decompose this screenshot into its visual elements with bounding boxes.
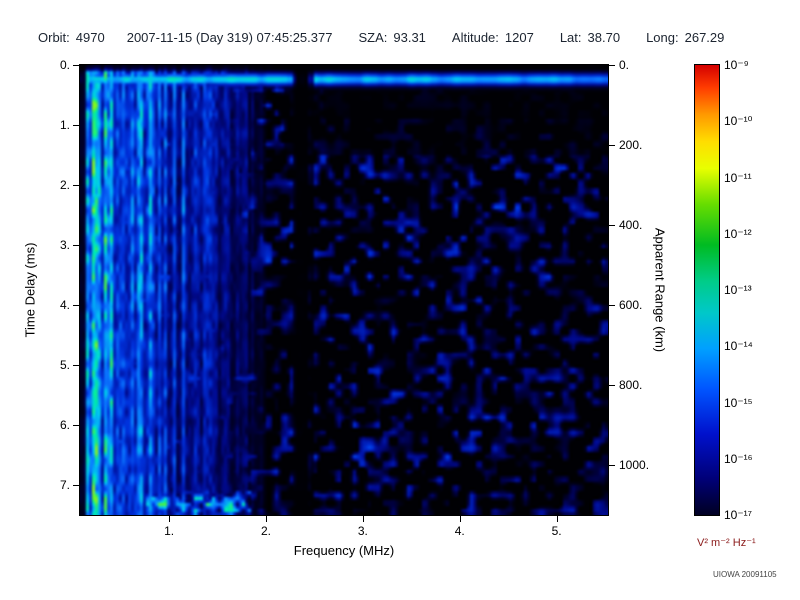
y-left-tick-label: 5.	[59, 358, 70, 372]
y-left-tick-label: 1.	[59, 118, 70, 132]
y-right-tick-label: 200.	[619, 138, 643, 152]
y-left-tick-mark	[73, 485, 79, 486]
x-tick-label: 3.	[357, 524, 368, 538]
spectrogram-canvas	[79, 64, 609, 516]
long-value: 267.29	[684, 30, 725, 45]
y-right-tick-label: 1000.	[619, 458, 650, 472]
altitude-label: Altitude:	[451, 30, 499, 45]
x-tick-label: 2.	[260, 524, 271, 538]
y-axis-label-left: Time Delay (ms)	[22, 242, 38, 338]
colorbar-tick-label: 10⁻¹³	[724, 283, 752, 297]
x-tick-label: 1.	[164, 524, 175, 538]
colorbar-tick-label: 10⁻¹⁵	[724, 395, 753, 410]
datetime-value: 2007-11-15 (Day 319) 07:45:25.377	[126, 30, 333, 45]
colorbar-tick-label: 10⁻¹⁴	[724, 339, 753, 354]
y-right-tick-mark	[609, 465, 615, 466]
colorbar-tick-label: 10⁻⁹	[724, 58, 749, 72]
y-right-tick-mark	[609, 225, 615, 226]
watermark: UIOWA 20091105	[713, 570, 777, 579]
x-axis-label: Frequency (MHz)	[293, 543, 395, 558]
x-tick-mark	[266, 516, 267, 522]
x-tick-mark	[459, 516, 461, 522]
y-left-tick-label: 7.	[59, 478, 70, 492]
y-left-tick-label: 2.	[59, 178, 70, 192]
orbit-value: 4970	[75, 30, 105, 45]
colorbar	[694, 64, 720, 516]
sza-value: 93.31	[393, 30, 426, 45]
colorbar-tick-label: 10⁻¹¹	[724, 170, 752, 185]
y-right-tick-mark	[609, 385, 615, 386]
y-left-tick-mark	[73, 425, 79, 426]
x-tick-label: 5.	[551, 524, 562, 538]
y-right-tick-mark	[609, 145, 615, 146]
x-tick-mark	[556, 516, 558, 522]
altitude-value: 1207	[504, 30, 534, 45]
y-right-tick-label: 400.	[619, 218, 643, 232]
y-left-tick-mark	[73, 365, 79, 366]
x-tick-mark	[169, 516, 171, 522]
sza-label: SZA:	[358, 30, 388, 45]
y-right-tick-label: 0.	[619, 58, 630, 72]
orbit-label: Orbit:	[38, 30, 70, 45]
y-left-tick-mark	[73, 245, 79, 246]
y-left-tick-mark	[73, 65, 79, 66]
lat-value: 38.70	[587, 30, 621, 45]
x-tick-mark	[362, 516, 364, 522]
y-left-tick-mark	[73, 305, 79, 306]
y-right-tick-mark	[609, 65, 615, 66]
y-right-tick-label: 800.	[619, 378, 643, 392]
y-left-tick-label: 0.	[59, 58, 70, 72]
y-left-tick-label: 6.	[59, 418, 70, 432]
y-right-tick-label: 600.	[619, 298, 643, 312]
x-tick-label: 4.	[454, 524, 465, 538]
y-axis-label-right: Apparent Range (km)	[652, 227, 668, 353]
colorbar-tick-label: 10⁻¹⁷	[724, 508, 753, 522]
y-left-tick-mark	[73, 125, 79, 126]
y-left-tick-label: 3.	[59, 238, 70, 252]
y-right-tick-mark	[609, 305, 615, 306]
lat-label: Lat:	[559, 30, 582, 45]
y-left-tick-label: 4.	[59, 298, 70, 312]
long-label: Long:	[646, 30, 679, 45]
colorbar-tick-label: 10⁻¹⁰	[724, 114, 753, 129]
colorbar-units: V² m⁻² Hz⁻¹	[697, 537, 756, 549]
header: Orbit: 4970 2007-11-15 (Day 319) 07:45:25.…	[38, 30, 778, 45]
colorbar-tick-label: 10⁻¹²	[724, 226, 752, 241]
colorbar-tick-label: 10⁻¹⁶	[724, 451, 753, 466]
y-left-tick-mark	[73, 185, 79, 186]
